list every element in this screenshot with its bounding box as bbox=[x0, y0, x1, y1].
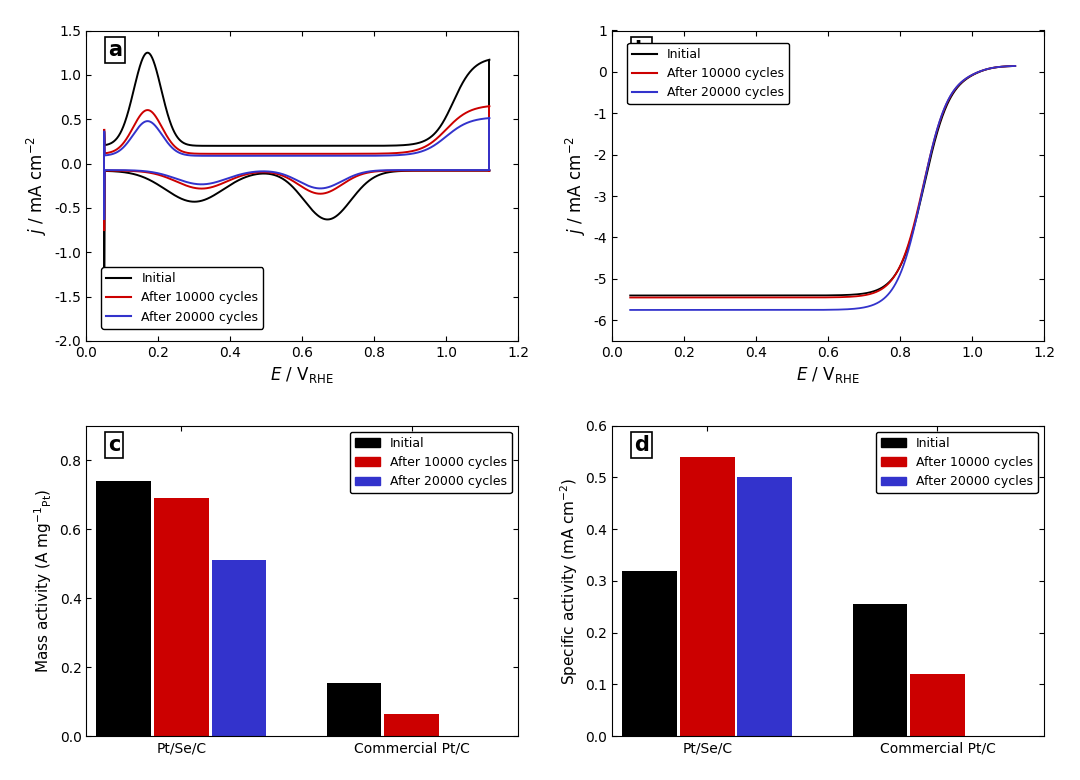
Bar bbox=[96, 480, 151, 736]
Bar bbox=[622, 570, 677, 736]
Text: d: d bbox=[634, 435, 649, 455]
Y-axis label: $j$ / mA cm$^{-2}$: $j$ / mA cm$^{-2}$ bbox=[564, 136, 588, 236]
Bar bbox=[154, 498, 208, 736]
Bar bbox=[852, 604, 907, 736]
Y-axis label: $j$ / mA cm$^{-2}$: $j$ / mA cm$^{-2}$ bbox=[25, 136, 49, 236]
Legend: Initial, After 10000 cycles, After 20000 cycles: Initial, After 10000 cycles, After 20000… bbox=[350, 432, 512, 494]
Bar bbox=[212, 560, 267, 736]
Bar bbox=[327, 682, 381, 736]
Bar bbox=[384, 714, 440, 736]
Bar bbox=[738, 477, 792, 736]
X-axis label: $E$ / V$_{\mathregular{RHE}}$: $E$ / V$_{\mathregular{RHE}}$ bbox=[796, 365, 860, 385]
Legend: Initial, After 10000 cycles, After 20000 cycles: Initial, After 10000 cycles, After 20000… bbox=[876, 432, 1038, 494]
Text: c: c bbox=[108, 435, 120, 455]
Y-axis label: Specific activity (mA cm$^{-2}$): Specific activity (mA cm$^{-2}$) bbox=[558, 477, 580, 685]
Legend: Initial, After 10000 cycles, After 20000 cycles: Initial, After 10000 cycles, After 20000… bbox=[102, 267, 264, 328]
Text: b: b bbox=[634, 40, 649, 60]
X-axis label: $E$ / V$_{\mathregular{RHE}}$: $E$ / V$_{\mathregular{RHE}}$ bbox=[270, 365, 334, 385]
Text: a: a bbox=[108, 40, 122, 60]
Legend: Initial, After 10000 cycles, After 20000 cycles: Initial, After 10000 cycles, After 20000… bbox=[627, 43, 789, 105]
Bar bbox=[910, 674, 964, 736]
Bar bbox=[679, 456, 734, 736]
Y-axis label: Mass activity (A mg$^{-1}$$_{\mathregular{Pt}}$): Mass activity (A mg$^{-1}$$_{\mathregula… bbox=[32, 489, 54, 673]
